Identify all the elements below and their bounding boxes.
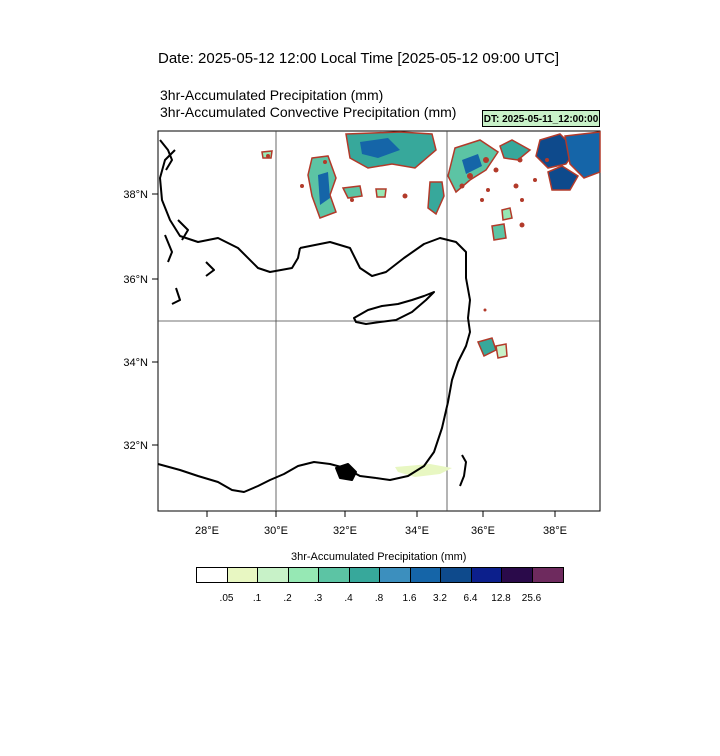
colorbar-label: .8 [374,593,384,604]
colorbar-swatch [288,568,319,582]
colorbar-swatch [258,568,289,582]
precip-cell [318,172,330,205]
precip-cell [547,165,580,191]
colorbar-label: .1 [252,593,262,604]
lon-label: 36°E [471,525,495,537]
precip-cell [495,343,508,359]
coastline-aegean-north [159,139,173,171]
lat-tick-labels: 38°N 36°N 34°N 32°N [123,189,148,452]
coastline-red-sea [459,454,467,487]
coastline-turkey [159,149,301,273]
precip-cell [501,207,513,221]
colorbar-label: .4 [344,593,353,604]
colorbar-swatch [410,568,441,582]
precip-cell [427,181,445,216]
precip-cell [341,185,363,199]
coastline-sinai-lakes [335,463,357,481]
colorbar-swatch [197,568,228,582]
colorbar-title: 3hr-Accumulated Precipitation (mm) [291,551,467,563]
lon-label: 32°E [333,525,357,537]
precip-cell [499,139,532,161]
coastline-cyprus [353,291,435,325]
precip-cell [462,154,482,174]
dt-label: DT: 2025-05-11_12:00:00 [482,110,600,127]
date-line: Date: 2025-05-12 12:00 Local Time [2025-… [158,50,560,67]
lat-label: 38°N [123,189,148,201]
gridlines [158,131,600,511]
precip-cell [564,131,601,179]
precip-cell [375,188,387,198]
colorbar-swatch [380,568,411,582]
axis-ticks [152,193,556,517]
colorbar-swatch [471,568,502,582]
precip-dots [266,154,549,312]
colorbar-swatch [319,568,350,582]
colorbar-swatch [227,568,258,582]
colorbar [196,567,564,583]
lon-label: 28°E [195,525,219,537]
coastline-aegean-islands [164,219,215,305]
colorbar-label: .2 [283,593,292,604]
lon-label: 30°E [264,525,288,537]
colorbar-label: 3.2 [433,593,447,604]
lat-label: 36°N [123,274,148,286]
precip-cell [491,223,507,241]
colorbar-swatch [532,568,563,582]
map-title-precipitation: 3hr-Accumulated Precipitation (mm) [160,87,384,103]
coastline-turkey-south [299,237,471,481]
lon-label: 38°E [543,525,567,537]
colorbar-swatch [502,568,533,582]
coastlines [157,139,471,493]
map-title-convective-precipitation: 3hr-Accumulated Convective Precipitation… [160,104,457,120]
precip-cell [360,138,400,158]
colorbar-label: 6.4 [463,593,478,604]
colorbar-label: .3 [313,593,323,604]
colorbar-label: .05 [219,593,234,604]
lat-label: 32°N [123,440,148,452]
precip-area-egypt [395,464,452,477]
precip-cells-turkey [261,131,601,359]
colorbar-swatch [349,568,380,582]
lon-label: 34°E [405,525,429,537]
colorbar-label: 25.6 [521,593,542,604]
lat-label: 34°N [123,357,148,369]
lon-tick-labels: 28°E 30°E 32°E 34°E 36°E 38°E [195,525,567,537]
colorbar-swatch [441,568,472,582]
colorbar-label: 1.6 [402,593,417,604]
colorbar-label: 12.8 [491,593,511,604]
